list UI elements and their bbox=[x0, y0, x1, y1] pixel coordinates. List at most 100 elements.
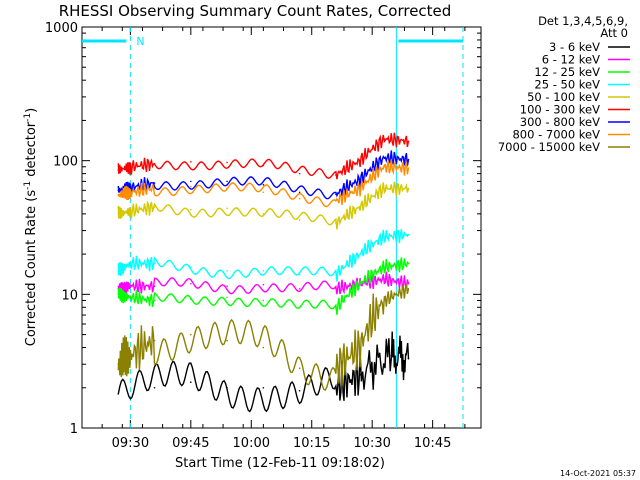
data-point bbox=[117, 363, 120, 366]
series-5 bbox=[117, 132, 410, 180]
data-point bbox=[359, 187, 361, 190]
series-0 bbox=[117, 331, 410, 413]
legend-label-4: 50 - 100 keV bbox=[527, 90, 600, 104]
data-point bbox=[262, 183, 265, 186]
series-8 bbox=[117, 283, 410, 392]
data-point bbox=[129, 210, 132, 212]
legend-label-6: 300 - 800 keV bbox=[520, 115, 600, 129]
data-point bbox=[117, 269, 120, 272]
data-point bbox=[383, 235, 386, 238]
series-line-4 bbox=[117, 181, 410, 230]
data-point bbox=[262, 191, 265, 194]
data-point bbox=[153, 182, 156, 184]
data-point bbox=[359, 346, 361, 349]
data-point bbox=[190, 180, 192, 183]
data-point bbox=[298, 197, 301, 200]
chart-title: RHESSI Observing Summary Count Rates, Co… bbox=[59, 2, 452, 20]
legend-label-8: 7000 - 15000 keV bbox=[498, 140, 600, 154]
data-point bbox=[129, 186, 132, 189]
data-point bbox=[298, 288, 301, 290]
data-point bbox=[117, 213, 120, 215]
data-point bbox=[383, 187, 386, 190]
data-point bbox=[407, 288, 410, 290]
data-point bbox=[262, 346, 265, 349]
data-point bbox=[226, 339, 228, 342]
data-point bbox=[359, 178, 361, 181]
data-point bbox=[117, 189, 120, 192]
y-tick-label: 10 bbox=[61, 288, 78, 303]
data-point bbox=[262, 386, 265, 389]
x-tick-label: 09:30 bbox=[112, 436, 149, 451]
data-point bbox=[117, 169, 120, 171]
data-point bbox=[226, 187, 228, 190]
data-point bbox=[407, 140, 410, 142]
data-point bbox=[226, 386, 228, 389]
data-point bbox=[359, 282, 361, 285]
data-point bbox=[407, 357, 410, 360]
data-point bbox=[117, 194, 120, 197]
data-point bbox=[359, 374, 361, 376]
y-tick-label: 100 bbox=[53, 155, 78, 170]
data-point bbox=[359, 206, 361, 208]
data-point bbox=[262, 283, 265, 286]
legend-label-1: 6 - 12 keV bbox=[542, 53, 600, 67]
series-line-3 bbox=[117, 228, 410, 282]
data-point bbox=[383, 138, 386, 140]
series-line-0 bbox=[117, 331, 410, 413]
data-point bbox=[383, 165, 386, 168]
y-tick-label: 1000 bbox=[45, 21, 78, 36]
y-axis-label: Corrected Count Rate (s-1 detector-1) bbox=[23, 108, 39, 346]
series-line-7 bbox=[117, 159, 410, 208]
data-point bbox=[153, 262, 156, 265]
data-point bbox=[129, 354, 132, 357]
x-tick-label: 10:00 bbox=[233, 436, 270, 451]
y-tick-label: 1 bbox=[70, 422, 78, 437]
data-point bbox=[190, 282, 192, 285]
data-point bbox=[262, 213, 265, 215]
data-point bbox=[298, 219, 301, 221]
series-4 bbox=[117, 181, 410, 230]
data-point bbox=[153, 162, 156, 165]
data-point bbox=[335, 288, 337, 290]
x-axis-label: Start Time (12-Feb-11 09:18:02) bbox=[175, 456, 385, 471]
data-point bbox=[129, 285, 132, 288]
data-point bbox=[359, 253, 361, 255]
data-point bbox=[129, 262, 132, 265]
x-tick-label: 09:45 bbox=[172, 436, 209, 451]
data-point bbox=[335, 367, 337, 370]
data-point bbox=[153, 206, 156, 208]
data-point bbox=[383, 278, 386, 280]
data-point bbox=[262, 299, 265, 302]
series-3 bbox=[117, 228, 410, 282]
data-point bbox=[190, 381, 192, 384]
data-point bbox=[153, 339, 156, 342]
data-point bbox=[153, 386, 156, 389]
series-line-2 bbox=[117, 257, 410, 315]
data-point bbox=[153, 285, 156, 288]
data-point bbox=[226, 269, 228, 272]
data-point bbox=[335, 386, 337, 389]
plot-frame bbox=[81, 26, 482, 429]
data-point bbox=[190, 208, 192, 211]
data-point bbox=[359, 159, 361, 162]
data-point bbox=[407, 233, 410, 236]
data-point bbox=[262, 164, 265, 167]
data-point bbox=[129, 296, 132, 299]
data-point bbox=[190, 298, 192, 300]
data-point bbox=[226, 296, 228, 299]
data-point bbox=[190, 161, 192, 163]
legend-label-7: 800 - 7000 keV bbox=[512, 128, 600, 142]
data-point bbox=[390, 354, 393, 357]
x-tick-label: 10:30 bbox=[353, 436, 390, 451]
data-point bbox=[383, 299, 386, 302]
data-point bbox=[129, 191, 132, 194]
legend-label-5: 100 - 300 keV bbox=[520, 103, 600, 117]
data-point bbox=[226, 180, 228, 183]
legend-label-3: 25 - 50 keV bbox=[534, 78, 600, 92]
series-line-5 bbox=[117, 132, 410, 180]
data-point bbox=[335, 174, 337, 176]
series-2 bbox=[117, 257, 410, 315]
series-7 bbox=[117, 159, 410, 208]
